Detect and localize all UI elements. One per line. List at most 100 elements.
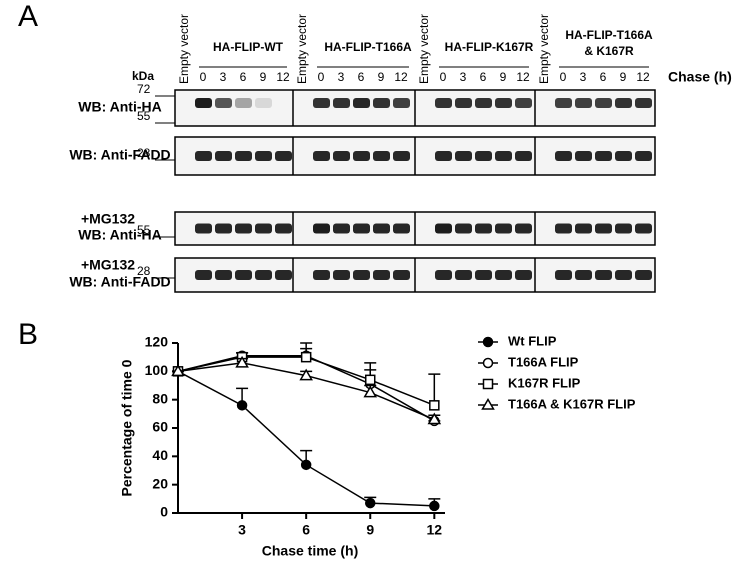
blot-band [195, 151, 212, 161]
lane-label: 3 [580, 70, 587, 84]
blot-band [635, 151, 652, 161]
marker [236, 400, 248, 411]
group-title: HA-FLIP-T166A [565, 28, 653, 42]
blot-band [275, 223, 292, 234]
blot-band [373, 223, 390, 234]
blot-band [555, 270, 572, 280]
blot-band [595, 270, 612, 280]
lane-label: 9 [620, 70, 627, 84]
blot-band [275, 270, 292, 280]
legend-label: T166A FLIP [508, 354, 579, 369]
marker [482, 357, 494, 369]
kda-label: kDa [132, 69, 154, 83]
blot-band [313, 151, 330, 161]
marker [235, 355, 249, 368]
blot-band [515, 223, 532, 234]
blot-band [235, 270, 252, 280]
legend-label: Wt FLIP [508, 333, 557, 348]
marker [363, 385, 378, 398]
blot-band [595, 151, 612, 161]
blot-band [495, 270, 512, 280]
y-tick-label: 40 [152, 447, 168, 463]
blot-band [235, 151, 252, 161]
blot-band [575, 98, 592, 108]
lane-label: 12 [636, 70, 650, 84]
series-line [177, 370, 435, 507]
blot-band [235, 98, 252, 108]
blot-band [615, 223, 632, 234]
mw-label: 55 [137, 223, 151, 237]
lane-label: 9 [260, 70, 267, 84]
marker [364, 497, 376, 509]
lane-label: 3 [338, 70, 345, 84]
marker [300, 351, 312, 363]
marker [300, 459, 312, 471]
blot-band [255, 151, 272, 161]
mw-label: 55 [137, 109, 151, 123]
blot-band [455, 151, 472, 161]
blot-band [393, 270, 410, 280]
y-tick-label: 60 [152, 419, 168, 435]
blot-band [435, 151, 452, 161]
marker [481, 398, 495, 410]
marker [427, 412, 442, 425]
marker [482, 336, 494, 348]
blot-band [635, 98, 652, 108]
blot-band [333, 270, 350, 280]
legend-label: K167R FLIP [508, 375, 581, 390]
blot-band [495, 98, 512, 108]
blot-band [615, 98, 632, 108]
panel-label: B [18, 318, 38, 351]
blot-band [255, 270, 272, 280]
lane-label: 6 [600, 70, 607, 84]
blot-band [393, 151, 410, 161]
blot-band [195, 98, 212, 108]
y-tick-label: 100 [145, 362, 169, 378]
lane-label: 9 [378, 70, 385, 84]
blot-band [353, 98, 370, 108]
blot-band [373, 151, 390, 161]
marker [299, 368, 313, 381]
blot-band [495, 151, 512, 161]
y-axis-label: Percentage of time 0 [119, 359, 135, 496]
blot-band [475, 270, 492, 280]
blot-band [393, 98, 410, 108]
blot-band [595, 98, 612, 108]
lane-label: 3 [460, 70, 467, 84]
legend-label: T166A & K167R FLIP [508, 396, 636, 411]
blot-band [373, 270, 390, 280]
chase-label: Chase (h) [668, 69, 732, 85]
blot-band [575, 151, 592, 161]
lane-label: 0 [440, 70, 447, 84]
lane-label: 12 [276, 70, 290, 84]
row-label: WB: Anti-FADD [69, 274, 170, 290]
blot-band [635, 223, 652, 234]
empty-vector-label: Empty vector [537, 14, 551, 84]
x-tick-label: 3 [238, 522, 246, 538]
x-tick-label: 6 [302, 522, 310, 538]
empty-vector-label: Empty vector [417, 14, 431, 84]
blot-band [575, 223, 592, 234]
blot-band [195, 270, 212, 280]
lane-label: 12 [516, 70, 530, 84]
blot-band [313, 98, 330, 108]
lane-label: 9 [500, 70, 507, 84]
lane-label: 3 [220, 70, 227, 84]
lane-label: 0 [560, 70, 567, 84]
lane-label: 6 [240, 70, 247, 84]
group-title: HA-FLIP-WT [213, 40, 284, 54]
blot-band [215, 98, 232, 108]
lane-label: 6 [480, 70, 487, 84]
marker [429, 400, 440, 411]
blot-band [353, 223, 370, 234]
row-label: WB: Anti-HA [78, 227, 161, 243]
blot-band [333, 98, 350, 108]
x-tick-label: 9 [366, 522, 374, 538]
blot-band [515, 98, 532, 108]
blot-band [475, 223, 492, 234]
blot-band [555, 98, 572, 108]
marker [364, 374, 376, 386]
blot-band [313, 270, 330, 280]
blot-band [435, 270, 452, 280]
